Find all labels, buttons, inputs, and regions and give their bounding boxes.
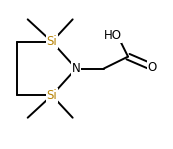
Text: HO: HO [103, 29, 121, 42]
Text: O: O [148, 60, 157, 74]
Text: N: N [72, 62, 80, 75]
Text: Si: Si [47, 35, 57, 48]
Text: Si: Si [47, 89, 57, 102]
